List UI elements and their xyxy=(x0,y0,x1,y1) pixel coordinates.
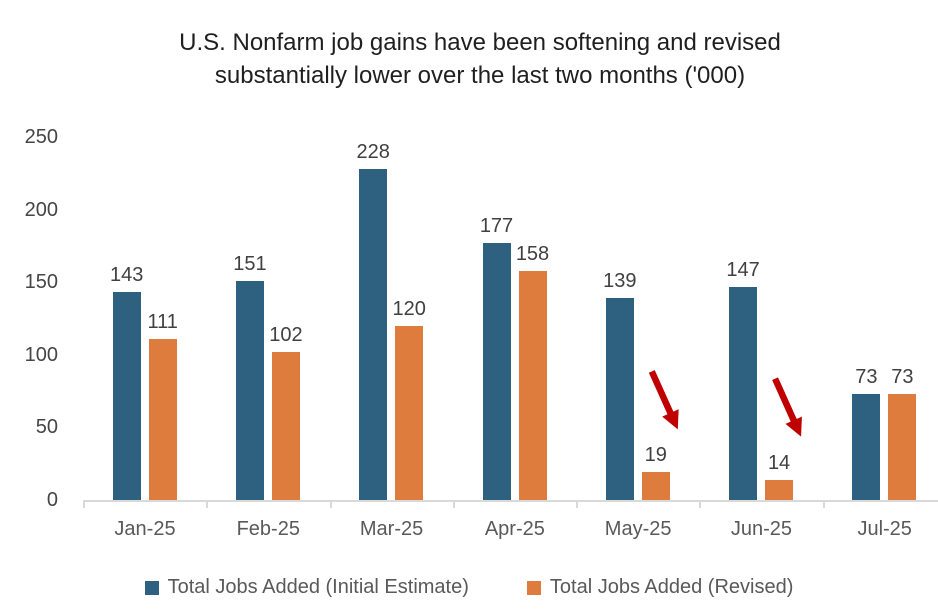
x-axis-tick xyxy=(699,500,702,508)
bar-revised-jan-25 xyxy=(148,338,177,500)
legend-item-revised: Total Jobs Added (Revised) xyxy=(526,576,794,599)
revision-arrow-may-25 xyxy=(648,370,679,430)
y-axis-label-250: 250 xyxy=(24,126,58,148)
bar-revised-may-25 xyxy=(641,472,670,500)
y-axis-label-200: 200 xyxy=(24,198,58,221)
y-axis-label-150: 150 xyxy=(24,271,58,294)
x-axis-label-jan-25: Jan-25 xyxy=(114,518,176,540)
bar-initial-jul-25 xyxy=(852,394,881,500)
revision-arrow-jun-25 xyxy=(772,377,802,437)
x-axis-label-feb-25: Feb-25 xyxy=(236,518,300,540)
bar-initial-jun-25 xyxy=(729,286,758,500)
legend: Total Jobs Added (Initial Estimate) Tota… xyxy=(0,576,938,599)
chart-title-line-2: substantially lower over the last two mo… xyxy=(214,62,746,89)
bar-revised-mar-25 xyxy=(395,325,424,500)
x-axis-label-may-25: May-25 xyxy=(604,518,672,540)
bar-value-label-revised-jul-25: 73 xyxy=(891,366,914,388)
y-axis-label-50: 50 xyxy=(35,416,58,439)
bar-value-label-revised-apr-25: 158 xyxy=(515,242,550,265)
bar-value-label-revised-jun-25: 14 xyxy=(767,451,791,474)
bar-value-label-initial-jan-25: 143 xyxy=(109,264,144,287)
bar-value-label-initial-jun-25: 147 xyxy=(726,258,760,281)
bar-initial-mar-25 xyxy=(359,168,388,500)
y-axis-label-0: 0 xyxy=(46,489,58,511)
x-axis-tick xyxy=(576,500,579,508)
bar-initial-apr-25 xyxy=(482,242,511,500)
legend-label-revised: Total Jobs Added (Revised) xyxy=(549,576,794,598)
x-axis-tick xyxy=(329,500,332,508)
bar-revised-jun-25 xyxy=(765,479,794,500)
x-axis-line xyxy=(83,500,938,502)
legend-swatch-initial-estimate-icon xyxy=(144,580,159,595)
bar-value-label-initial-mar-25: 228 xyxy=(356,140,390,163)
legend-swatch-revised-icon xyxy=(526,580,541,595)
x-axis-label-mar-25: Mar-25 xyxy=(359,518,424,540)
bar-value-label-revised-mar-25: 120 xyxy=(392,297,426,320)
x-axis-tick xyxy=(822,500,825,508)
x-axis-tick xyxy=(452,500,455,508)
bar-initial-feb-25 xyxy=(235,280,264,500)
x-axis-tick xyxy=(206,500,209,508)
bar-initial-may-25 xyxy=(605,298,634,500)
bar-initial-jan-25 xyxy=(112,292,141,500)
bar-value-label-revised-may-25: 19 xyxy=(644,444,667,467)
bar-value-label-initial-feb-25: 151 xyxy=(233,252,267,275)
chart-title-line-1: U.S. Nonfarm job gains have been softeni… xyxy=(179,29,781,56)
bar-value-label-initial-may-25: 139 xyxy=(603,270,637,293)
bar-value-label-initial-jul-25: 73 xyxy=(855,366,878,388)
bar-revised-feb-25 xyxy=(271,351,300,500)
legend-item-initial-estimate: Total Jobs Added (Initial Estimate) xyxy=(144,576,469,599)
bar-revised-jul-25 xyxy=(888,394,917,500)
x-axis-label-jun-25: Jun-25 xyxy=(730,518,792,540)
y-axis-label-100: 100 xyxy=(24,343,58,366)
x-axis-label-apr-25: Apr-25 xyxy=(484,518,545,540)
bar-value-label-initial-apr-25: 177 xyxy=(479,214,514,237)
bar-revised-apr-25 xyxy=(518,270,547,500)
chart-title: U.S. Nonfarm job gains have been softeni… xyxy=(40,26,920,92)
legend-label-initial-estimate: Total Jobs Added (Initial Estimate) xyxy=(167,576,469,598)
bar-value-label-revised-jan-25: 111 xyxy=(147,310,178,333)
x-axis-tick xyxy=(83,500,85,508)
bar-value-label-revised-feb-25: 102 xyxy=(269,323,303,346)
x-axis-label-jul-25: Jul-25 xyxy=(857,518,912,540)
